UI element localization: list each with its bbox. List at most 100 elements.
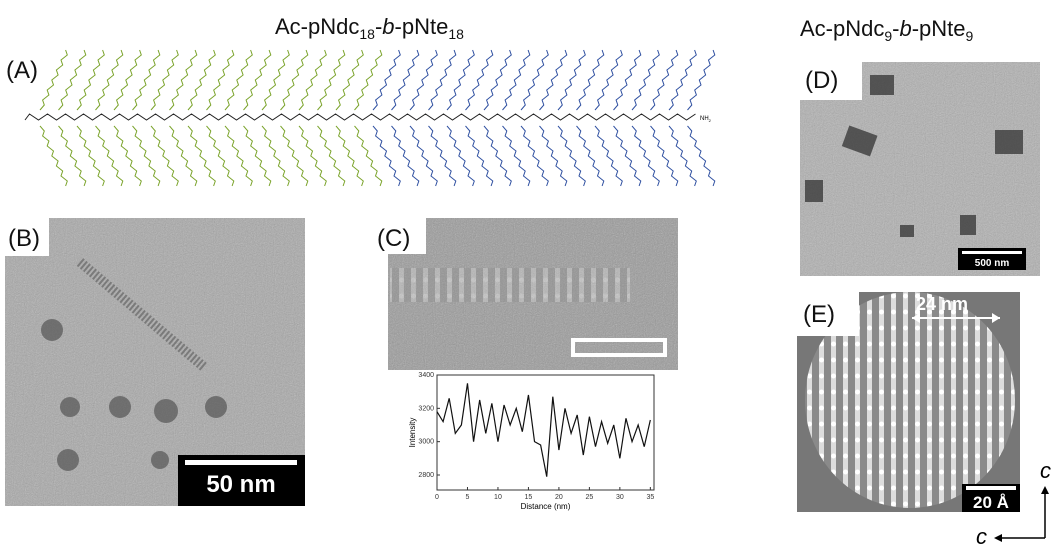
micelles <box>41 258 227 471</box>
side-chain <box>668 125 697 187</box>
side-chain <box>520 49 549 111</box>
x-axis-label: Distance (nm) <box>521 502 571 511</box>
label-box <box>388 218 426 254</box>
side-chain <box>169 49 198 111</box>
intensity-plot: 2800 3000 3200 3400 0 5 10 15 20 25 30 35 Distance (… <box>408 372 655 511</box>
side-chain <box>372 49 401 111</box>
side-chain <box>58 49 87 111</box>
y-tick-label: 3000 <box>418 439 434 446</box>
title: Ac-pNdc18-b-pNte18 <box>275 14 464 42</box>
side-chain <box>446 49 475 111</box>
label-box <box>5 218 49 256</box>
side-chain <box>613 49 642 111</box>
side-chain <box>206 125 235 187</box>
label-box <box>797 292 859 336</box>
side-chain <box>687 125 716 187</box>
spacing-label: 24 nm <box>916 294 968 314</box>
side-chain <box>465 49 494 111</box>
panel-label: (A) <box>6 57 38 84</box>
side-chain <box>520 125 549 187</box>
end-group: NH2 <box>700 116 712 123</box>
y-tick-label: 2800 <box>418 472 434 479</box>
scale-bar <box>185 460 297 465</box>
side-chain <box>187 49 216 111</box>
side-chain <box>39 49 68 111</box>
side-chain <box>95 49 124 111</box>
side-chain <box>150 125 179 187</box>
fiber <box>390 268 630 302</box>
side-chain <box>243 49 272 111</box>
x-tick-label: 35 <box>646 494 654 501</box>
side-chain <box>631 49 660 111</box>
side-chain <box>668 49 697 111</box>
projection <box>805 292 1015 508</box>
side-chain <box>354 125 383 187</box>
y-tick-label: 3200 <box>418 405 434 412</box>
side-chain <box>132 125 161 187</box>
side-chain <box>354 49 383 111</box>
side-chain <box>465 125 494 187</box>
side-chain <box>650 125 679 187</box>
side-chain <box>483 49 512 111</box>
scale-bar <box>966 486 1016 490</box>
scale-label: 20 Å <box>973 493 1009 512</box>
side-chain <box>224 125 253 187</box>
side-chain <box>409 125 438 187</box>
side-chain <box>576 49 605 111</box>
side-chain <box>132 49 161 111</box>
side-chain <box>95 125 124 187</box>
side-chain <box>39 125 68 187</box>
side-chain <box>261 125 290 187</box>
scale-label: 50 nm <box>206 471 275 498</box>
x-tick-label: 10 <box>494 494 502 501</box>
side-chain <box>76 125 105 187</box>
label-box <box>800 62 862 100</box>
side-chain <box>261 49 290 111</box>
side-chain <box>280 49 309 111</box>
panel-label: (C) <box>377 225 410 252</box>
side-chain <box>243 125 272 187</box>
scale-bar <box>571 338 667 357</box>
side-chain <box>502 125 531 187</box>
panel-label: (E) <box>803 301 835 328</box>
side-chain <box>298 49 327 111</box>
side-chain <box>428 49 457 111</box>
y-tick-label: 3400 <box>418 372 434 379</box>
side-chain <box>557 49 586 111</box>
backbone <box>24 113 696 121</box>
side-chain <box>335 125 364 187</box>
side-chain <box>428 125 457 187</box>
side-chain <box>206 49 235 111</box>
x-tick-label: 15 <box>525 494 533 501</box>
side-chain <box>335 49 364 111</box>
side-chain <box>113 49 142 111</box>
side-chain <box>446 125 475 187</box>
molecule <box>24 49 716 187</box>
side-chain <box>409 49 438 111</box>
side-chain <box>502 49 531 111</box>
side-chain <box>298 125 327 187</box>
panel-label: (D) <box>805 67 838 94</box>
side-chain <box>391 125 420 187</box>
side-chain <box>650 49 679 111</box>
arrowhead <box>994 534 1002 542</box>
side-title: Ac-pNdc9-b-pNte9 <box>800 16 974 44</box>
x-tick-label: 25 <box>585 494 593 501</box>
side-chain <box>280 125 309 187</box>
side-chain <box>594 125 623 187</box>
x-tick-label: 0 <box>435 494 439 501</box>
side-chain <box>576 125 605 187</box>
side-chain <box>150 49 179 111</box>
scale-bar <box>962 251 1022 254</box>
side-chain <box>539 125 568 187</box>
x-tick-label: 30 <box>616 494 624 501</box>
side-chain <box>483 125 512 187</box>
side-chain <box>113 125 142 187</box>
panel-label: (B) <box>8 225 40 252</box>
side-chain <box>76 49 105 111</box>
side-chain <box>557 125 586 187</box>
side-chain <box>187 125 216 187</box>
x-tick-label: 20 <box>555 494 563 501</box>
axis-label: c <box>976 524 987 546</box>
